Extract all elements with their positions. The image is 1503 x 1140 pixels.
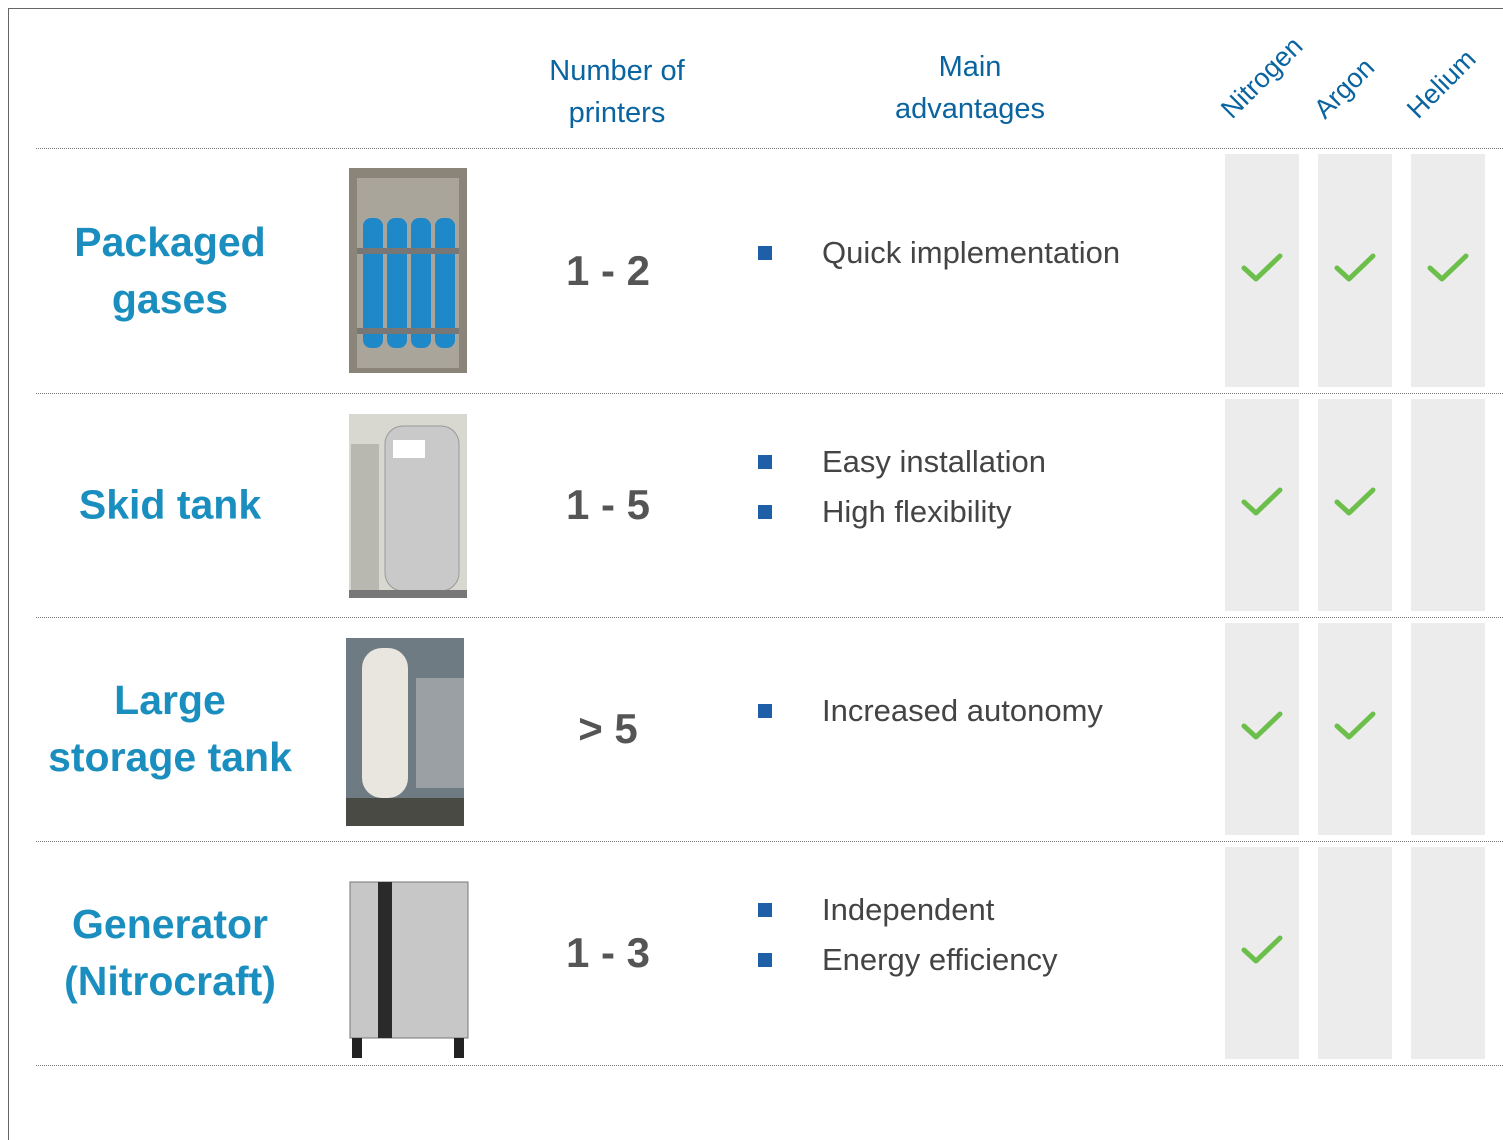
advantage-text: Energy efficiency: [822, 942, 1058, 978]
advantages: Quick implementation: [758, 228, 1120, 278]
printer-range: 1 - 5: [528, 481, 688, 529]
header-printers: Number of printers: [537, 50, 697, 134]
check-mark: [1333, 709, 1377, 743]
bullet: [758, 953, 772, 967]
row-name: Skid tank: [40, 477, 300, 534]
advantage-item: Increased autonomy: [758, 686, 1103, 736]
advantage-text: Easy installation: [822, 444, 1046, 480]
slide: Number of printers Main advantages Nitro…: [0, 0, 1503, 1140]
image-packaged-gases: [349, 168, 467, 373]
check-mark: [1240, 485, 1284, 519]
row-separator: [36, 617, 1503, 618]
bullet: [758, 704, 772, 718]
advantage-text: Independent: [822, 892, 994, 928]
check-mark: [1333, 485, 1377, 519]
printer-range: 1 - 2: [528, 247, 688, 295]
bullet: [758, 505, 772, 519]
check-mark: [1240, 933, 1284, 967]
image-skid-tank: [349, 414, 467, 598]
advantage-item: High flexibility: [758, 487, 1046, 537]
gas-cell: [1411, 623, 1485, 835]
row-name: Generator (Nitrocraft): [40, 896, 300, 1010]
row-name: Packaged gases: [40, 214, 300, 328]
row-separator: [36, 393, 1503, 394]
image-large-storage-tank: [346, 638, 464, 826]
check-mark: [1240, 251, 1284, 285]
advantage-text: Increased autonomy: [822, 693, 1103, 729]
gas-cell: [1318, 847, 1392, 1059]
check-mark: [1333, 251, 1377, 285]
bullet: [758, 455, 772, 469]
printer-range: > 5: [528, 705, 688, 753]
printer-range: 1 - 3: [528, 929, 688, 977]
advantage-item: Independent: [758, 885, 1058, 935]
bullet: [758, 903, 772, 917]
gas-cell: [1411, 399, 1485, 611]
check-mark: [1240, 709, 1284, 743]
row-separator: [36, 841, 1503, 842]
advantage-item: Quick implementation: [758, 228, 1120, 278]
advantage-text: Quick implementation: [822, 235, 1120, 271]
header-advantages: Main advantages: [870, 46, 1070, 130]
gas-cell: [1411, 847, 1485, 1059]
advantages: Independent Energy efficiency: [758, 885, 1058, 985]
advantage-item: Energy efficiency: [758, 935, 1058, 985]
image-generator: [348, 880, 470, 1060]
advantages: Easy installation High flexibility: [758, 437, 1046, 537]
advantages: Increased autonomy: [758, 686, 1103, 736]
row-separator: [36, 1065, 1503, 1066]
row-name: Large storage tank: [40, 672, 300, 786]
bullet: [758, 246, 772, 260]
advantage-text: High flexibility: [822, 494, 1012, 530]
advantage-item: Easy installation: [758, 437, 1046, 487]
row-separator: [36, 148, 1503, 149]
check-mark: [1426, 251, 1470, 285]
